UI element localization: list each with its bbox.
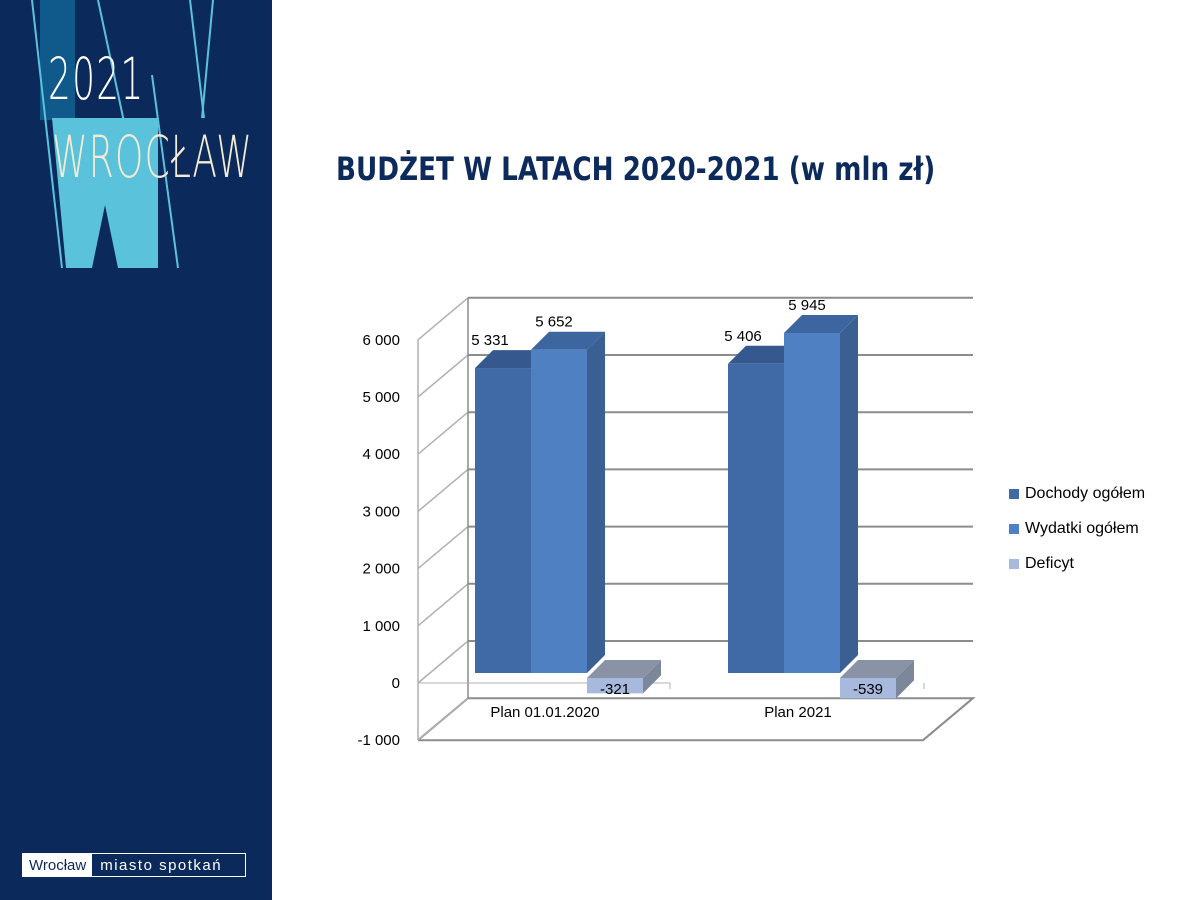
bar-side-deficyt bbox=[643, 660, 661, 694]
legend-item-wydatki: Wydatki ogółem bbox=[1009, 511, 1145, 546]
chart-legend: Dochody ogółem Wydatki ogółem Deficyt bbox=[1009, 476, 1145, 581]
slogan-city: Wrocław bbox=[23, 854, 93, 876]
legend-item-deficyt: Deficyt bbox=[1009, 546, 1145, 581]
data-label-dochody: 5 331 bbox=[471, 332, 509, 349]
wall-gridline-6 bbox=[417, 354, 469, 398]
legend-swatch-wydatki bbox=[1009, 523, 1019, 534]
logo-line-4 bbox=[201, 0, 214, 119]
wall-gridline-5 bbox=[417, 411, 469, 455]
y-tick-label: 6 000 bbox=[362, 332, 400, 349]
bar-side-wydatki bbox=[840, 314, 858, 673]
brand-year: 2021 bbox=[48, 45, 145, 113]
bar-top-wydatki bbox=[784, 314, 858, 333]
logo-w-shape bbox=[52, 118, 158, 268]
bar-top-dochody bbox=[728, 345, 802, 364]
wall-gridline-3 bbox=[417, 526, 469, 570]
bar-top-wydatki bbox=[531, 331, 605, 350]
data-label-dochody: 5 406 bbox=[724, 328, 762, 345]
y-tick-label: 5 000 bbox=[362, 389, 400, 406]
bar-top-dochody bbox=[475, 350, 549, 369]
y-tick-label: 3 000 bbox=[362, 503, 400, 520]
x-category-label: Plan 2021 bbox=[764, 704, 832, 721]
bar-wydatki bbox=[531, 349, 587, 673]
data-label-deficyt: -539 bbox=[853, 681, 883, 698]
bar-top-deficyt bbox=[587, 660, 661, 678]
bar-top-deficyt bbox=[840, 660, 914, 678]
legend-swatch-deficyt bbox=[1009, 558, 1019, 569]
brand-city: WROCŁAW bbox=[52, 123, 254, 191]
x-category-label: Plan 01.01.2020 bbox=[490, 704, 599, 721]
bar-dochody bbox=[475, 368, 531, 673]
wall-gridline-1 bbox=[417, 640, 469, 684]
w-logo-graphic bbox=[31, 0, 214, 269]
logo-stripe-dark bbox=[40, 0, 75, 120]
logo-line-3 bbox=[151, 74, 179, 269]
legend-item-dochody: Dochody ogółem bbox=[1009, 476, 1145, 511]
data-label-wydatki: 5 945 bbox=[788, 297, 826, 314]
logo-line-2 bbox=[97, 0, 131, 151]
bar-side-wydatki bbox=[587, 331, 605, 673]
legend-swatch-dochody bbox=[1009, 488, 1019, 499]
y-tick-label: 0 bbox=[392, 675, 400, 692]
logo-line-5 bbox=[189, 0, 205, 119]
legend-label-deficyt: Deficyt bbox=[1025, 554, 1074, 572]
bar-dochody bbox=[728, 363, 784, 673]
y-tick-label: 2 000 bbox=[362, 561, 400, 578]
wall-gridline-2 bbox=[417, 583, 469, 627]
legend-label-wydatki: Wydatki ogółem bbox=[1025, 519, 1139, 537]
page-title: BUDŻET W LATACH 2020-2021 (w mln zł) bbox=[336, 150, 936, 188]
data-label-wydatki: 5 652 bbox=[535, 314, 573, 331]
y-tick-label: 4 000 bbox=[362, 446, 400, 463]
logo-line-1 bbox=[31, 0, 63, 269]
city-slogan-badge: Wrocław miasto spotkań bbox=[22, 853, 246, 877]
bar-deficyt bbox=[840, 678, 896, 699]
brand-sidebar: 2021 WROCŁAW Wrocław miasto spotkań bbox=[0, 0, 272, 900]
legend-label-dochody: Dochody ogółem bbox=[1025, 484, 1146, 502]
y-tick-label: 1 000 bbox=[362, 618, 400, 635]
wall-gridline-4 bbox=[417, 468, 469, 512]
wall-gridline-0 bbox=[417, 697, 469, 741]
bar-side-deficyt bbox=[896, 660, 914, 699]
slogan-text: miasto spotkań bbox=[100, 856, 223, 874]
y-tick-label: -1 000 bbox=[357, 732, 400, 749]
bar-deficyt bbox=[587, 678, 643, 694]
bar-wydatki bbox=[784, 332, 840, 673]
wall-gridline-7 bbox=[417, 297, 469, 341]
data-label-deficyt: -321 bbox=[600, 681, 630, 698]
